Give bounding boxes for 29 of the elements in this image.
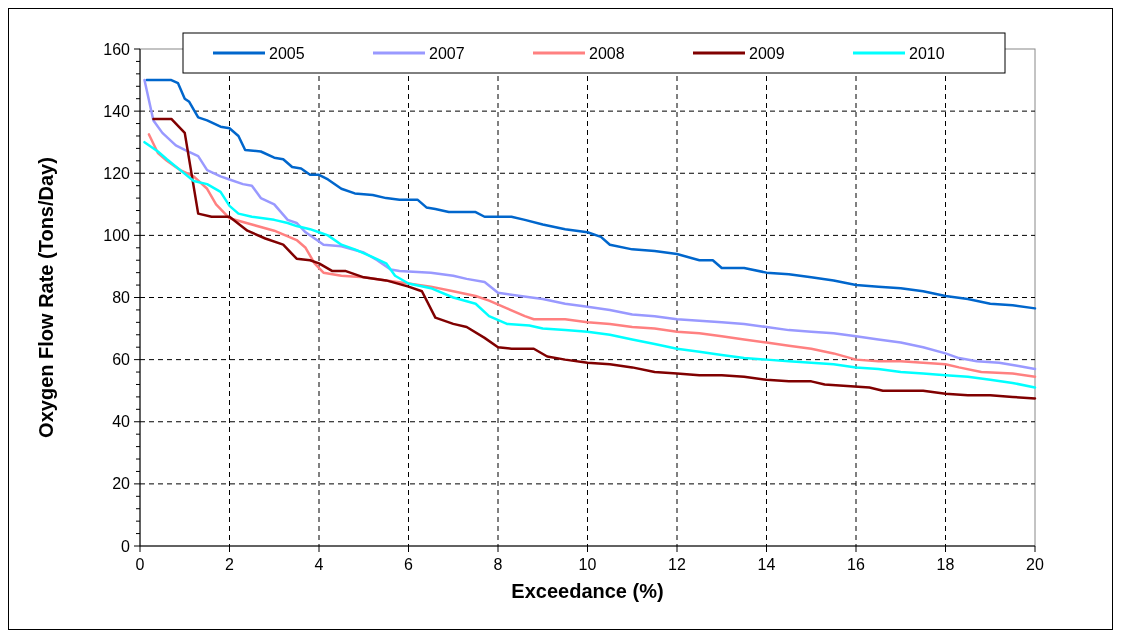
x-tick-label: 20 bbox=[1026, 556, 1044, 573]
x-tick-label: 18 bbox=[936, 556, 955, 573]
x-tick-label: 2 bbox=[225, 556, 235, 573]
y-tick-label: 20 bbox=[112, 475, 131, 493]
legend-label: 2009 bbox=[749, 44, 785, 62]
legend-label: 2010 bbox=[909, 44, 945, 62]
y-tick-label: 100 bbox=[103, 226, 131, 244]
y-tick-label: 40 bbox=[112, 413, 131, 431]
x-tick-label: 14 bbox=[757, 556, 776, 573]
x-tick-label: 16 bbox=[847, 556, 865, 573]
line-series bbox=[145, 78, 1037, 310]
legend-label: 2008 bbox=[589, 44, 625, 62]
x-tick-label: 12 bbox=[668, 556, 686, 573]
legend-label: 2005 bbox=[269, 44, 305, 62]
x-tick-label: 0 bbox=[135, 556, 145, 573]
y-tick-label: 120 bbox=[103, 164, 131, 182]
y-tick-label: 0 bbox=[121, 537, 131, 555]
y-tick-label: 60 bbox=[112, 351, 131, 369]
y-tick-label: 160 bbox=[103, 40, 131, 58]
y-tick-label: 140 bbox=[103, 102, 131, 120]
y-axis-title: Oxygen Flow Rate (Tons/Day) bbox=[35, 157, 57, 438]
legend-label: 2007 bbox=[429, 44, 465, 62]
x-tick-label: 10 bbox=[578, 556, 597, 573]
y-tick-label: 80 bbox=[112, 289, 131, 307]
x-tick-label: 6 bbox=[404, 556, 414, 573]
x-tick-label: 8 bbox=[493, 556, 503, 573]
x-tick-label: 4 bbox=[314, 556, 324, 573]
line-series bbox=[143, 78, 1037, 371]
x-axis-title: Exceedance (%) bbox=[511, 580, 664, 602]
